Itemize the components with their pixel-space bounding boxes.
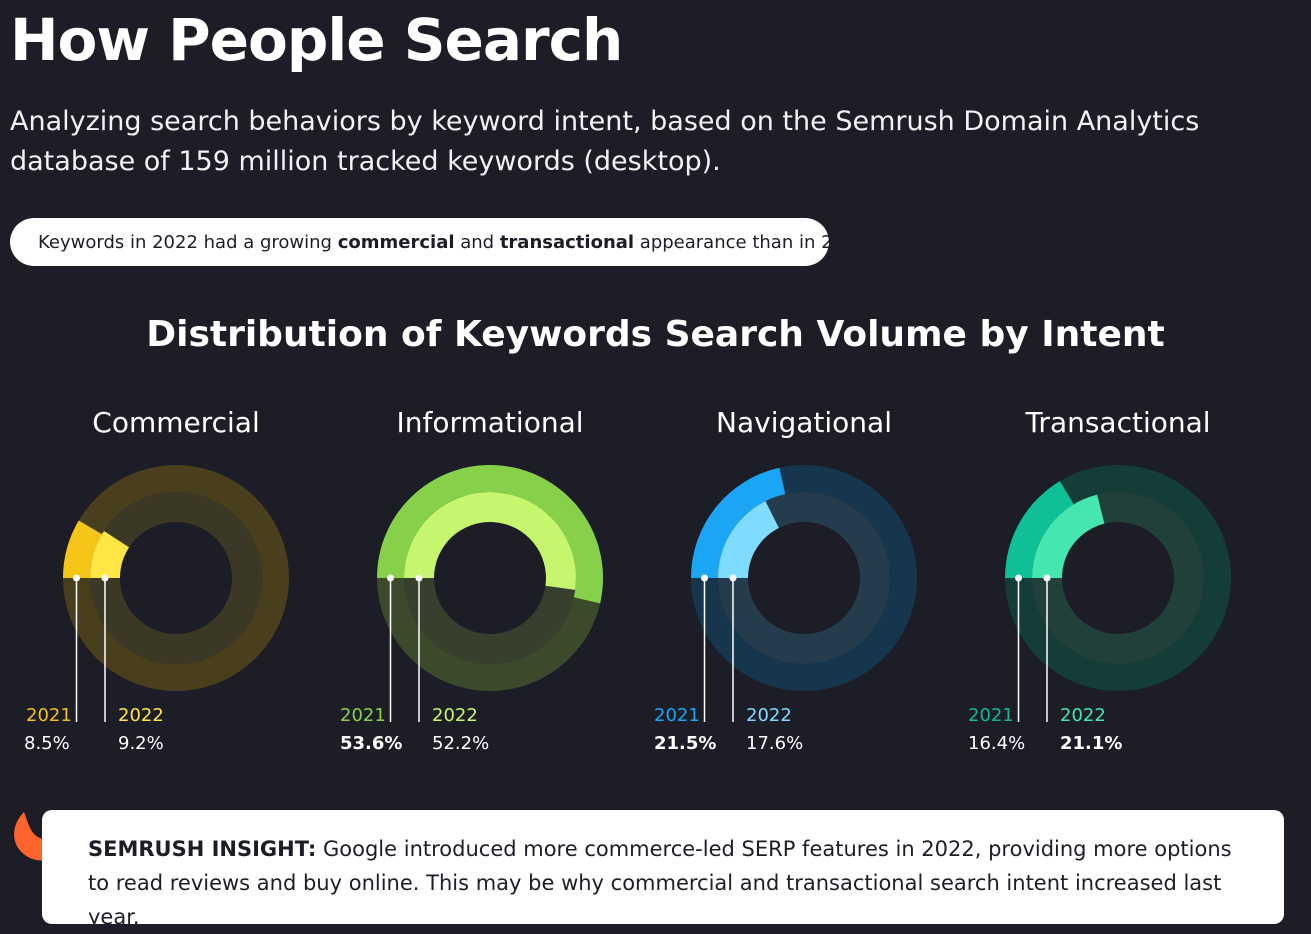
year-2022-transactional: 2022 xyxy=(1060,705,1106,726)
donut-label-navigational: Navigational xyxy=(716,406,892,439)
page-subtitle: Analyzing search behaviors by keyword in… xyxy=(10,106,1200,177)
slice-2022-navigational xyxy=(718,501,779,578)
donut-commercial: Commercial 2021 2022 8.5% 9.2% xyxy=(24,400,326,760)
year-2021-commercial: 2021 xyxy=(26,705,72,726)
leader-dot-2022-commercial xyxy=(101,574,109,582)
donut-svg-transactional xyxy=(1005,465,1231,722)
donut-svg-informational xyxy=(377,465,603,722)
page-title: How People Search xyxy=(10,6,623,74)
inner-track-commercial xyxy=(90,492,262,665)
slice-2022-informational xyxy=(404,492,576,590)
callout-text-mid: and xyxy=(454,231,500,253)
leader-dot-2021-commercial xyxy=(73,574,80,582)
donut-informational: Informational 2021 2022 53.6% 52.2% xyxy=(340,400,640,760)
donut-label-commercial: Commercial xyxy=(92,406,260,439)
donut-svg-navigational xyxy=(691,465,917,722)
value-2022-navigational: 17.6% xyxy=(746,733,804,754)
leader-dot-2021-informational xyxy=(387,574,394,582)
leader-dot-2022-informational xyxy=(415,574,423,582)
callout-bold-transactional: transactional xyxy=(499,231,635,253)
value-2022-commercial: 9.2% xyxy=(118,733,164,754)
value-2021-navigational: 21.5% xyxy=(654,733,717,754)
slice-2021-informational xyxy=(377,465,603,604)
donut-label-transactional: Transactional xyxy=(1025,406,1211,439)
leader-dot-2022-transactional xyxy=(1043,574,1051,582)
leader-dot-2021-navigational xyxy=(701,574,708,582)
value-2022-transactional: 21.1% xyxy=(1060,733,1123,754)
year-2022-navigational: 2022 xyxy=(746,705,792,726)
insight-text: Google introduced more commerce-led SERP… xyxy=(88,837,1232,929)
chart-title: Distribution of Keywords Search Volume b… xyxy=(146,314,1165,355)
year-2021-informational: 2021 xyxy=(340,705,386,726)
donut-navigational: Navigational 2021 2022 21.5% 17.6% xyxy=(654,400,954,760)
insight-box: SEMRUSH INSIGHT: Google introduced more … xyxy=(42,810,1284,929)
slice-2022-transactional xyxy=(1032,494,1105,578)
callout-text-post: appearance than in 2021 xyxy=(634,231,867,253)
leader-dot-2021-transactional xyxy=(1015,574,1022,582)
slice-2021-commercial xyxy=(63,520,102,578)
callout-bold-commercial: commercial xyxy=(337,231,455,253)
slice-2021-transactional xyxy=(1005,481,1074,578)
callout-text-pre: Keywords in 2022 had a growing xyxy=(38,231,332,253)
value-2022-informational: 52.2% xyxy=(432,733,490,754)
slice-2022-commercial xyxy=(90,531,130,578)
callout-pill: Keywords in 2022 had a growing commercia… xyxy=(10,218,867,266)
slice-2021-navigational xyxy=(691,467,786,578)
value-2021-commercial: 8.5% xyxy=(24,733,70,754)
insight-label: SEMRUSH INSIGHT: xyxy=(88,837,317,861)
value-2021-transactional: 16.4% xyxy=(968,733,1026,754)
donut-label-informational: Informational xyxy=(396,406,584,439)
year-2021-transactional: 2021 xyxy=(968,705,1014,726)
donut-svg-commercial xyxy=(63,465,289,722)
year-2021-navigational: 2021 xyxy=(654,705,700,726)
value-2021-informational: 53.6% xyxy=(340,733,403,754)
year-2022-informational: 2022 xyxy=(432,705,478,726)
year-2022-commercial: 2022 xyxy=(118,705,164,726)
donut-transactional: Transactional 2021 2022 16.4% 21.1% xyxy=(968,400,1268,760)
leader-dot-2022-navigational xyxy=(729,574,737,582)
